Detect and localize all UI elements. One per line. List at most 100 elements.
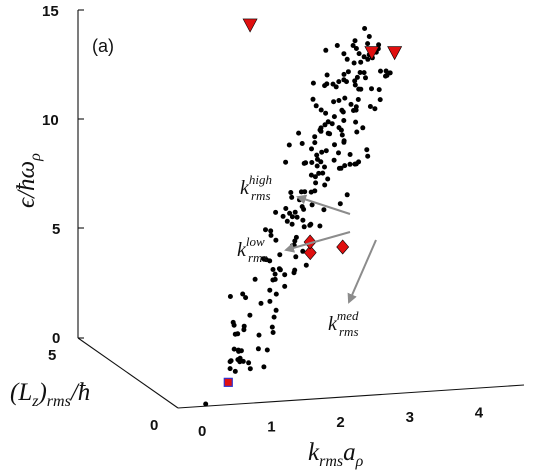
scatter-point bbox=[258, 300, 264, 306]
x-tick-label-4: 4 bbox=[475, 405, 484, 422]
scatter-point bbox=[252, 276, 258, 282]
y-tick-label-5: 5 bbox=[48, 347, 56, 364]
y-axis-title: (Lz)rms/ħ bbox=[10, 379, 90, 410]
highlight-marker-diamond bbox=[303, 245, 317, 261]
scatter-point bbox=[351, 60, 357, 66]
scatter-point bbox=[286, 142, 292, 148]
z-tick-label-10: 10 bbox=[42, 112, 59, 129]
scatter-point bbox=[367, 104, 373, 109]
scatter-point bbox=[323, 148, 329, 154]
scatter-point bbox=[294, 214, 300, 220]
scatter-point bbox=[280, 213, 286, 219]
y-tick-label-0: 0 bbox=[150, 417, 158, 434]
scatter-point bbox=[341, 51, 347, 57]
scatter-point bbox=[358, 59, 364, 65]
scatter-point bbox=[352, 78, 358, 84]
highlight-markers bbox=[223, 18, 403, 387]
scatter-point bbox=[336, 125, 342, 131]
scatter-point bbox=[264, 347, 270, 353]
scatter-point bbox=[312, 140, 318, 146]
scatter-point bbox=[329, 121, 335, 127]
scatter-point bbox=[240, 291, 246, 297]
scatter-point bbox=[232, 368, 238, 374]
scatter-point bbox=[364, 147, 370, 153]
scatter-point bbox=[318, 107, 324, 113]
scatter-point bbox=[332, 142, 337, 148]
scatter-point bbox=[314, 152, 320, 158]
highlight-marker-triangle-down bbox=[387, 46, 403, 61]
x-tick-label-0: 0 bbox=[198, 423, 206, 440]
scatter-point bbox=[308, 221, 314, 227]
scatter-point bbox=[352, 38, 358, 44]
scatter-point bbox=[324, 81, 330, 87]
scatter-point bbox=[354, 129, 360, 135]
scatter-point bbox=[353, 46, 359, 51]
arrow-med bbox=[347, 239, 377, 304]
x-axis-line bbox=[177, 384, 525, 409]
scatter-point bbox=[336, 98, 342, 103]
scatter-point bbox=[227, 366, 233, 372]
x-axis-title: krmsaρ bbox=[308, 439, 364, 470]
scatter-point bbox=[227, 294, 233, 299]
scatter-point bbox=[231, 346, 237, 352]
scatter-point bbox=[276, 266, 282, 272]
scatter-point bbox=[323, 47, 329, 53]
x-tick-label-3: 3 bbox=[406, 409, 414, 426]
scatter-point bbox=[273, 237, 279, 243]
scatter-point bbox=[316, 170, 322, 176]
scatter-point bbox=[342, 95, 348, 101]
scatter-point bbox=[267, 298, 273, 304]
x-tick-label-1: 1 bbox=[267, 418, 275, 435]
scatter-point bbox=[243, 295, 249, 301]
scatter-point bbox=[288, 190, 294, 195]
scatter-point bbox=[321, 207, 327, 213]
scatter-point bbox=[240, 358, 246, 364]
scatter-point bbox=[235, 357, 241, 363]
scatter-point bbox=[348, 101, 354, 107]
scatter-point bbox=[365, 41, 371, 47]
scatter-point bbox=[324, 72, 330, 78]
scatter-point bbox=[325, 176, 331, 182]
scatter-point bbox=[308, 172, 314, 178]
scatter-point bbox=[339, 132, 345, 138]
scatter-point bbox=[353, 119, 359, 125]
scatter-point bbox=[268, 228, 274, 234]
scatter-point bbox=[325, 119, 331, 125]
scatter-point bbox=[356, 51, 362, 57]
scatter-point bbox=[230, 319, 236, 325]
scatter-point bbox=[372, 106, 378, 112]
annotation-k-rms-low: klow rms bbox=[237, 234, 268, 265]
scatter-point bbox=[353, 107, 359, 113]
scatter-point bbox=[331, 157, 337, 163]
scatter-point bbox=[347, 152, 353, 157]
z-tick-label-15: 15 bbox=[42, 3, 59, 20]
scatter-point bbox=[378, 68, 383, 74]
scatter-point bbox=[232, 331, 238, 337]
scatter-point bbox=[322, 164, 327, 170]
scatter-point bbox=[246, 360, 252, 366]
scatter-point bbox=[273, 307, 279, 313]
scatter-point bbox=[293, 234, 299, 240]
scatter-point bbox=[312, 174, 318, 180]
scatter-point bbox=[383, 68, 389, 74]
scatter-point bbox=[227, 359, 233, 365]
scatter-point bbox=[336, 79, 342, 85]
highlight-marker-triangle-down bbox=[364, 46, 380, 61]
scatter-point bbox=[333, 84, 339, 90]
scatter-point bbox=[282, 283, 288, 289]
scatter-point bbox=[345, 69, 351, 75]
panel-label: (a) bbox=[92, 36, 114, 56]
scatter-point bbox=[360, 125, 366, 131]
scatter-point bbox=[310, 96, 316, 102]
scatter-point bbox=[318, 125, 324, 131]
scatter-point bbox=[341, 71, 347, 77]
scatter-point bbox=[362, 26, 368, 31]
scatter-point bbox=[309, 160, 315, 165]
scatter-point bbox=[341, 118, 347, 123]
scatter-point bbox=[322, 182, 328, 188]
scatter-point bbox=[287, 210, 293, 216]
scatter-point bbox=[365, 56, 371, 62]
scatter-point bbox=[235, 347, 241, 353]
scatter-point bbox=[366, 34, 372, 39]
scatter-point bbox=[255, 346, 261, 352]
